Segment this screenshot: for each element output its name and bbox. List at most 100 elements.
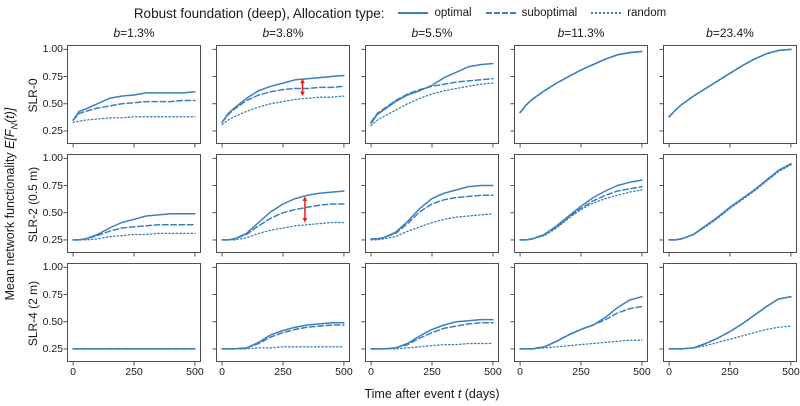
panel-row0-col2	[361, 45, 499, 148]
col-header-b=23.4%: b=23.4%	[706, 26, 754, 40]
optimal-line	[370, 62, 494, 125]
random-line	[668, 325, 792, 350]
random-line	[221, 95, 345, 126]
x-axis-label-var: t	[457, 387, 462, 401]
optimal-line	[72, 91, 196, 121]
legend-label: optimal	[434, 7, 472, 19]
optimal-line	[519, 50, 643, 114]
x-tick-label: 0	[70, 365, 76, 378]
optimal-line	[668, 163, 792, 241]
y-axis-label-text: Mean network functionality	[3, 148, 17, 300]
optimal-line	[668, 48, 792, 118]
random-line	[221, 221, 345, 241]
legend-item-optimal: optimal	[398, 7, 472, 19]
optimal-line	[519, 179, 643, 241]
y-tick-label: 1.00	[42, 152, 63, 165]
x-tick-label: 500	[186, 365, 204, 378]
panel-row1-col3	[510, 154, 648, 257]
suboptimal-line	[519, 185, 643, 241]
suboptimal-line	[370, 322, 494, 350]
x-tick-label: 250	[721, 365, 739, 378]
random-line	[519, 50, 643, 114]
suboptimal-line	[370, 194, 494, 240]
dotted-line-sample-icon	[591, 12, 622, 14]
suboptimal-line	[668, 48, 792, 118]
y-tick-label: 0.25	[42, 233, 63, 246]
x-tick-label: 0	[368, 365, 374, 378]
y-tick-label: 1.00	[42, 43, 63, 56]
x-tick-label: 250	[125, 365, 143, 378]
y-tick-label: 0.75	[42, 288, 63, 301]
random-line	[519, 189, 643, 241]
random-line	[370, 213, 494, 241]
panel-row0-col0	[63, 45, 201, 148]
random-line	[370, 82, 494, 127]
x-tick-label: 250	[274, 365, 292, 378]
y-axis-label-sub: N	[9, 122, 20, 129]
suboptimal-line	[221, 85, 345, 123]
y-tick-label: 0.50	[42, 315, 63, 328]
solid-line-sample-icon	[398, 12, 429, 14]
x-axis-label-text: Time after event	[364, 387, 458, 401]
col-header-b=1.3%: b=1.3%	[113, 26, 155, 40]
x-axis-label: Time after event t (days)	[67, 387, 797, 401]
suboptimal-line	[221, 203, 345, 241]
panel-row1-col2	[361, 154, 499, 257]
dashed-line-sample-icon	[485, 12, 516, 14]
y-tick-label: 0.25	[42, 124, 63, 137]
random-line	[72, 116, 196, 123]
random-line	[72, 232, 196, 241]
panel-row1-col4	[659, 154, 797, 257]
legend-item-suboptimal: suboptimal	[485, 7, 578, 19]
suboptimal-line	[519, 305, 643, 350]
suboptimal-line	[72, 223, 196, 241]
x-tick-label: 500	[484, 365, 502, 378]
random-line	[668, 48, 792, 118]
x-tick-label: 250	[423, 365, 441, 378]
x-axis-label-unit: (days)	[461, 387, 500, 401]
panel-row0-col4	[659, 45, 797, 148]
y-tick-label: 0.75	[42, 179, 63, 192]
panel-row0-col3	[510, 45, 648, 148]
y-tick-label: 0.25	[42, 342, 63, 355]
suboptimal-line	[668, 295, 792, 350]
y-tick-label: 1.00	[42, 261, 63, 274]
x-tick-label: 500	[335, 365, 353, 378]
suboptimal-line	[72, 99, 196, 121]
x-tick-label: 500	[782, 365, 800, 378]
y-tick-label: 0.50	[42, 97, 63, 110]
optimal-line	[72, 213, 196, 241]
y-tick-label: 0.50	[42, 206, 63, 219]
x-tick-label: 0	[517, 365, 523, 378]
legend-label: suboptimal	[521, 7, 578, 19]
figure-title: Robust foundation (deep), Allocation typ…	[133, 5, 385, 21]
legend-label: random	[627, 7, 667, 19]
optimal-line	[370, 184, 494, 240]
x-tick-label: 0	[219, 365, 225, 378]
random-line	[668, 164, 792, 241]
y-tick-label: 0.75	[42, 70, 63, 83]
optimal-line	[221, 74, 345, 123]
legend: optimal suboptimal random	[398, 7, 666, 19]
panel-row2-col3	[510, 263, 648, 366]
suboptimal-line	[221, 324, 345, 350]
panel-row1-col1	[212, 154, 350, 257]
x-tick-label: 250	[572, 365, 590, 378]
optimal-line	[221, 322, 345, 350]
panel-row0-col1	[212, 45, 350, 148]
figure-header: Robust foundation (deep), Allocation typ…	[0, 2, 800, 24]
x-tick-label: 0	[666, 365, 672, 378]
legend-item-random: random	[591, 7, 666, 19]
suboptimal-line	[519, 50, 643, 114]
gap-arrow-annotation	[300, 78, 305, 97]
panel-row1-col0	[63, 154, 201, 257]
col-header-b=3.8%: b=3.8%	[262, 26, 304, 40]
panel-row2-col1	[212, 263, 350, 366]
gap-arrow-annotation	[302, 196, 308, 223]
optimal-line	[221, 190, 345, 241]
y-axis-label-math: E[F	[3, 128, 17, 149]
optimal-line	[668, 295, 792, 350]
optimal-line	[370, 318, 494, 350]
col-header-b=5.5%: b=5.5%	[411, 26, 453, 40]
